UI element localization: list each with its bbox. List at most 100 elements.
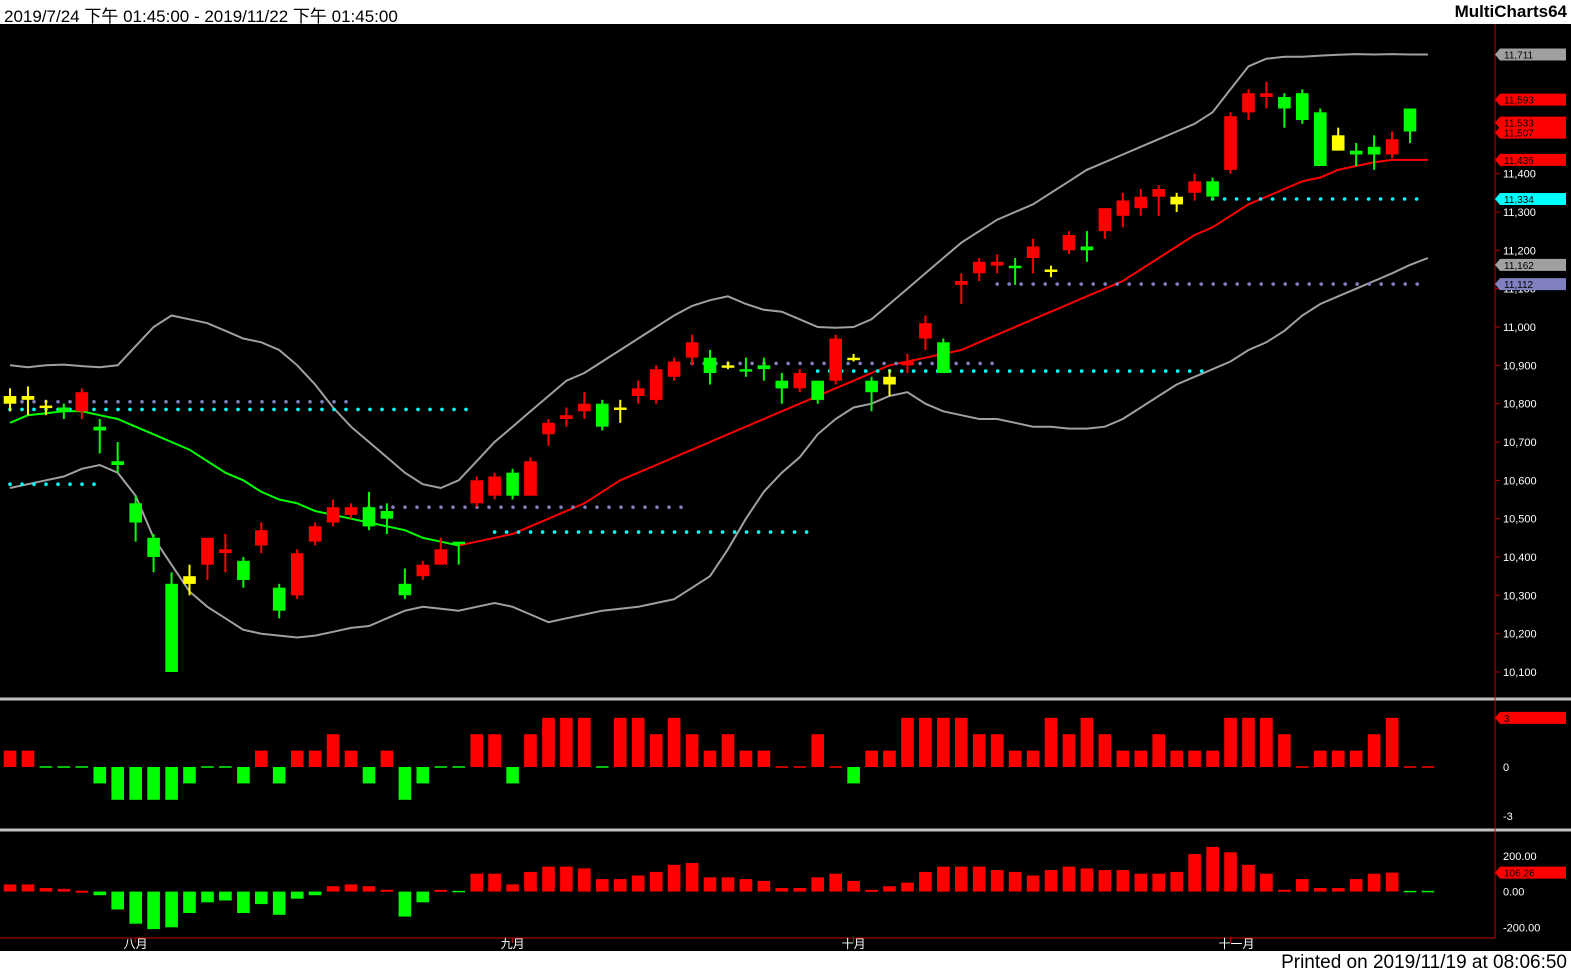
oscillator-bar: [972, 734, 986, 767]
dot-marker: [391, 505, 395, 510]
dot-marker: [619, 505, 623, 510]
oscillator-bar: [1260, 717, 1273, 767]
momentum-bar: [1008, 871, 1022, 892]
candle: [1367, 135, 1381, 170]
candle: [919, 315, 932, 350]
oscillator-bar: [1349, 750, 1363, 767]
momentum-bar: [3, 884, 17, 892]
momentum-bar: [649, 871, 663, 892]
dot-marker: [636, 530, 641, 534]
dot-marker: [236, 400, 240, 404]
candle-body: [1026, 246, 1040, 258]
candle-body: [1331, 135, 1345, 151]
oscillator-bar: [147, 767, 160, 800]
candle: [75, 388, 89, 419]
momentum-bar: [93, 891, 107, 896]
oscillator-bar: [380, 750, 394, 767]
candle-body: [1188, 181, 1201, 193]
x-tick-label: 九月: [501, 937, 525, 951]
candle: [901, 353, 914, 373]
candle-body: [919, 323, 932, 339]
price-value-tag-shape: [1495, 192, 1566, 205]
oscillator-bar: [1331, 750, 1345, 767]
bollinger-lower-line: [9, 257, 1429, 639]
dot-marker: [894, 361, 898, 366]
dot-marker: [1223, 282, 1227, 286]
candle: [147, 534, 160, 573]
dot-marker: [68, 400, 72, 404]
dot-marker: [1355, 282, 1359, 286]
momentum-bar: [614, 879, 627, 892]
momentum-bar: [1242, 864, 1255, 892]
candle-body: [201, 537, 214, 565]
dot-marker: [116, 407, 120, 412]
candle: [847, 353, 860, 362]
momentum-bar: [811, 877, 824, 892]
candle-body: [811, 380, 824, 400]
dot-marker: [1271, 282, 1275, 286]
momentum-bar: [1260, 873, 1273, 892]
oscillator-bar: [919, 717, 932, 767]
candle: [39, 399, 53, 416]
dot-marker: [1211, 282, 1215, 286]
dot-marker: [92, 400, 96, 404]
candle-body: [972, 261, 986, 274]
candle: [344, 503, 358, 519]
oscillator-bar: [1242, 717, 1255, 767]
dot-marker: [1379, 282, 1383, 286]
dot-marker: [1367, 282, 1371, 286]
momentum-bar: [1044, 870, 1058, 892]
dot-marker: [332, 407, 336, 412]
momentum-bar: [237, 891, 250, 913]
momentum-bar: [883, 886, 896, 892]
price-value-tag-text: 11,162: [1504, 261, 1534, 272]
dot-marker: [1415, 282, 1419, 286]
momentum-bar: [416, 891, 430, 903]
dot-marker: [672, 530, 677, 534]
candle-body: [937, 342, 950, 373]
dot-marker: [104, 407, 108, 412]
dot-marker: [504, 530, 509, 534]
candle: [775, 373, 789, 404]
dot-marker: [1354, 197, 1359, 201]
oscillator-value-tag: [1495, 711, 1566, 724]
chart-canvas[interactable]: 10,100 10,200 10,300 10,400 10,500 10,600 10,7…: [0, 24, 1571, 951]
oscillator-bar: [631, 717, 645, 767]
dot-marker: [1247, 282, 1251, 286]
dot-marker: [552, 530, 557, 534]
momentum-bar: [1224, 852, 1237, 892]
candle-body: [829, 338, 842, 381]
candle: [290, 549, 304, 600]
dot-marker: [464, 407, 468, 412]
candle-body: [3, 396, 17, 404]
candle: [578, 392, 591, 419]
dot-marker: [1007, 282, 1011, 286]
dot-marker: [452, 407, 456, 412]
candle-body: [596, 403, 609, 427]
price-value-tag-text: 11,711: [1504, 50, 1534, 61]
dot-marker: [875, 369, 880, 373]
candle-body: [1314, 112, 1327, 166]
oscillator-bar: [1206, 750, 1219, 767]
dot-marker: [576, 530, 581, 534]
momentum-bar: [1170, 871, 1183, 892]
candle-body: [721, 365, 735, 368]
momentum-bar: [829, 873, 842, 892]
momentum-bar: [1062, 866, 1076, 892]
dot-marker: [1222, 197, 1227, 201]
dot-marker: [1055, 282, 1059, 286]
dot-marker: [344, 400, 348, 404]
oscillator-bar: [721, 734, 735, 767]
oscillator-bar: [21, 750, 35, 767]
candle: [937, 338, 950, 373]
dot-marker: [1259, 282, 1263, 286]
dot-marker: [152, 400, 156, 404]
momentum-bar: [488, 873, 501, 892]
dot-marker: [1330, 197, 1335, 201]
oscillator-bar: [937, 717, 950, 767]
price-tick-label: 11,400: [1503, 169, 1536, 181]
dot-marker: [164, 400, 168, 404]
oscillator-bar: [111, 767, 124, 800]
dot-marker: [1258, 197, 1263, 201]
price-value-tag: 11,334: [1495, 192, 1566, 206]
